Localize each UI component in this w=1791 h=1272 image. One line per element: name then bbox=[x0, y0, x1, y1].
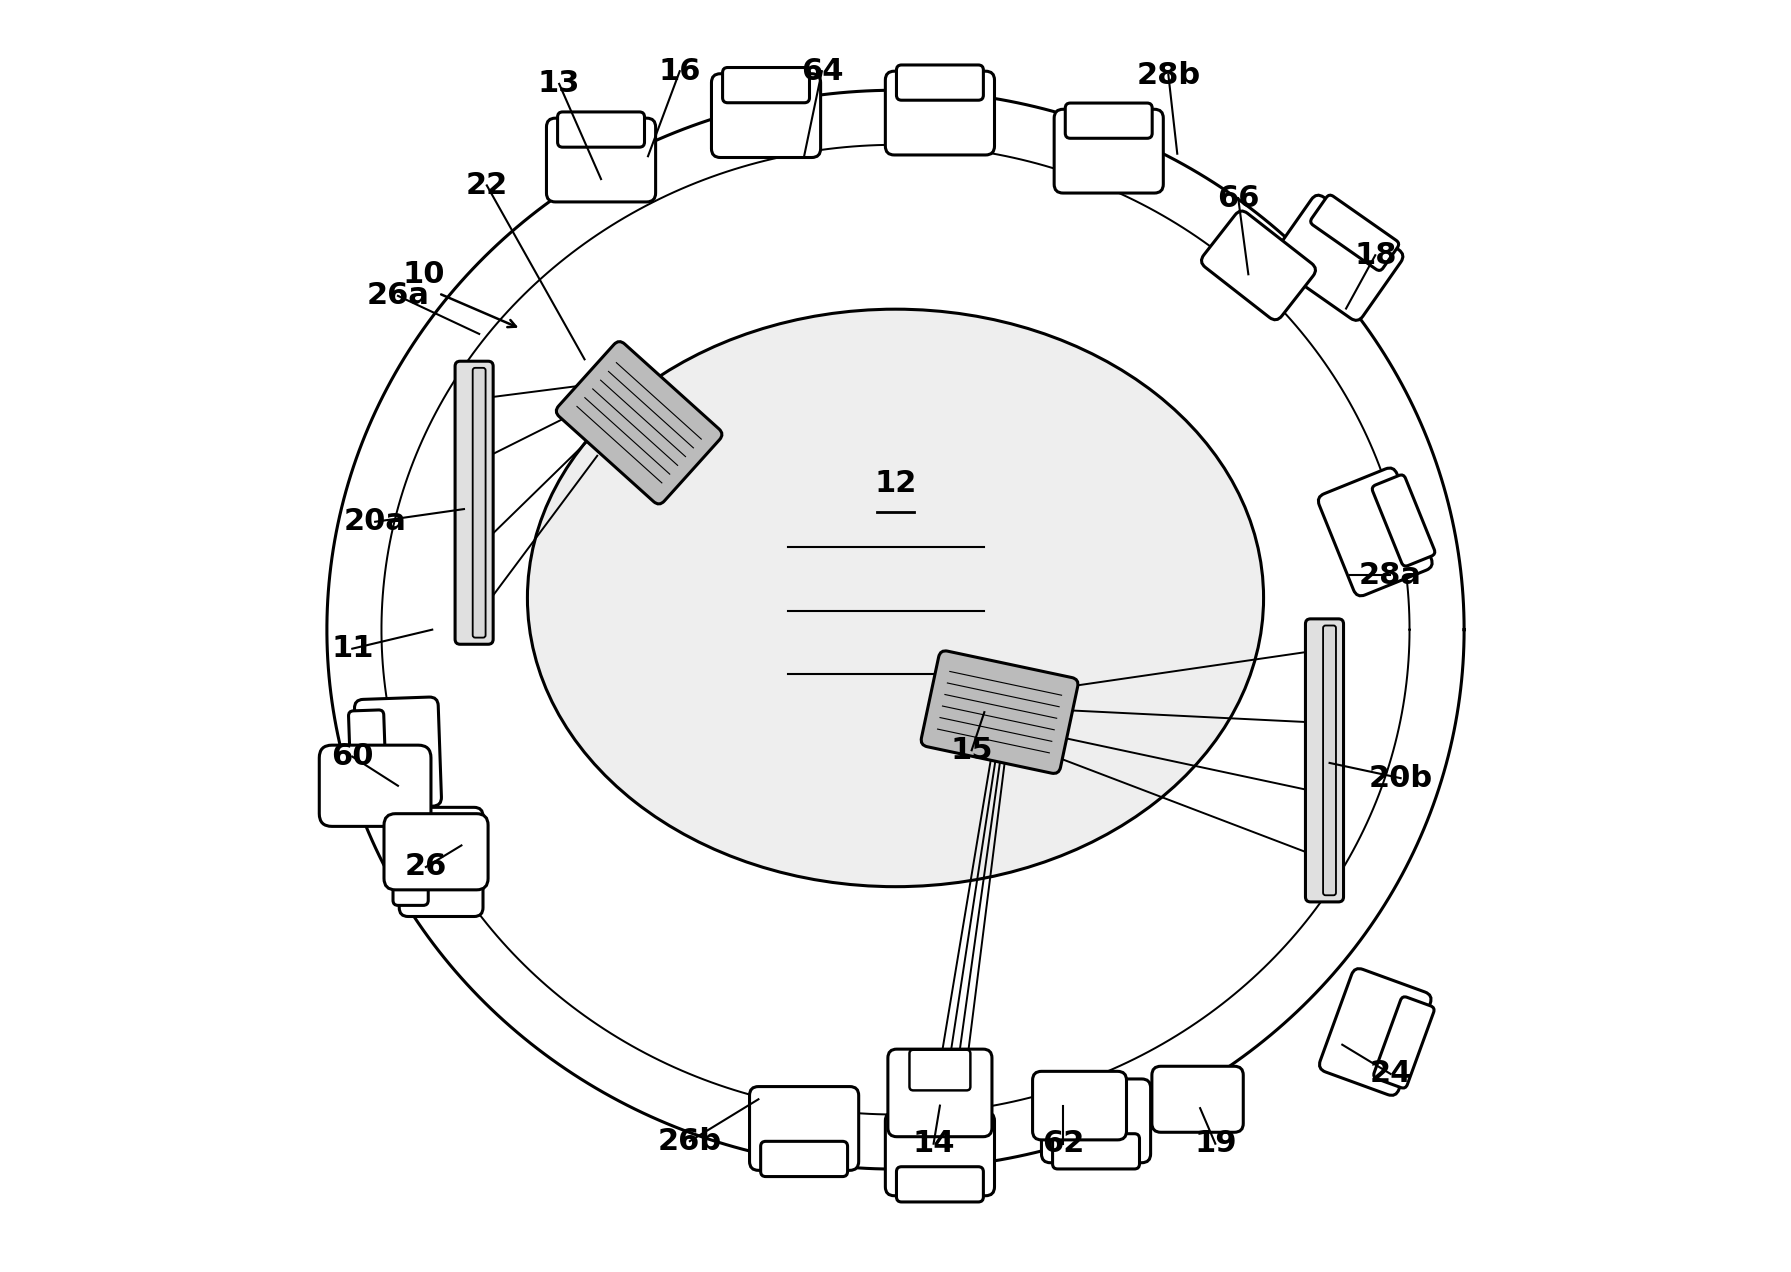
Point bbox=[571, 385, 593, 401]
FancyBboxPatch shape bbox=[1055, 109, 1164, 193]
Point bbox=[931, 687, 953, 702]
FancyBboxPatch shape bbox=[750, 1086, 858, 1170]
FancyBboxPatch shape bbox=[761, 1141, 847, 1177]
Point bbox=[686, 397, 707, 412]
Text: 24: 24 bbox=[1370, 1060, 1411, 1089]
FancyBboxPatch shape bbox=[1324, 626, 1336, 895]
FancyBboxPatch shape bbox=[1374, 997, 1435, 1088]
FancyBboxPatch shape bbox=[383, 814, 489, 890]
Text: 12: 12 bbox=[874, 469, 917, 499]
FancyBboxPatch shape bbox=[1152, 1066, 1243, 1132]
FancyBboxPatch shape bbox=[1202, 211, 1316, 319]
FancyBboxPatch shape bbox=[557, 112, 645, 148]
Point bbox=[931, 698, 953, 714]
FancyBboxPatch shape bbox=[399, 808, 484, 917]
Point bbox=[1046, 722, 1067, 738]
Point bbox=[571, 432, 593, 448]
Point bbox=[1046, 711, 1067, 726]
FancyBboxPatch shape bbox=[355, 697, 441, 809]
Line: 2 pts: 2 pts bbox=[949, 672, 1062, 696]
FancyBboxPatch shape bbox=[319, 745, 432, 827]
FancyBboxPatch shape bbox=[1306, 619, 1343, 902]
Line: 2 pts: 2 pts bbox=[940, 717, 1051, 742]
Point bbox=[686, 421, 707, 436]
Line: 2 pts: 2 pts bbox=[593, 389, 677, 466]
Point bbox=[686, 385, 707, 401]
Text: 60: 60 bbox=[331, 742, 374, 771]
FancyBboxPatch shape bbox=[473, 368, 485, 637]
FancyBboxPatch shape bbox=[546, 118, 656, 202]
Line: 2 pts: 2 pts bbox=[942, 706, 1055, 730]
Text: 22: 22 bbox=[466, 170, 509, 200]
Text: 11: 11 bbox=[331, 635, 374, 663]
Point bbox=[686, 432, 707, 448]
Point bbox=[931, 711, 953, 726]
Point bbox=[931, 722, 953, 738]
FancyBboxPatch shape bbox=[1320, 968, 1431, 1095]
Text: 28a: 28a bbox=[1359, 561, 1422, 590]
Line: 2 pts: 2 pts bbox=[947, 683, 1058, 707]
Point bbox=[571, 445, 593, 460]
FancyBboxPatch shape bbox=[910, 1049, 971, 1090]
Text: 20b: 20b bbox=[1368, 763, 1433, 792]
Text: 16: 16 bbox=[659, 57, 700, 85]
Line: 2 pts: 2 pts bbox=[609, 371, 693, 448]
FancyBboxPatch shape bbox=[1318, 468, 1433, 595]
FancyBboxPatch shape bbox=[885, 1112, 994, 1196]
Text: 15: 15 bbox=[951, 735, 992, 764]
FancyBboxPatch shape bbox=[455, 361, 493, 644]
FancyBboxPatch shape bbox=[888, 1049, 992, 1137]
FancyBboxPatch shape bbox=[921, 651, 1078, 773]
Text: 64: 64 bbox=[801, 57, 844, 85]
Text: 26: 26 bbox=[405, 852, 448, 881]
FancyBboxPatch shape bbox=[1066, 103, 1152, 139]
Point bbox=[931, 734, 953, 749]
Point bbox=[931, 675, 953, 691]
Line: 2 pts: 2 pts bbox=[577, 407, 663, 483]
Text: 20a: 20a bbox=[344, 508, 407, 537]
Text: 14: 14 bbox=[912, 1130, 955, 1159]
FancyBboxPatch shape bbox=[711, 74, 820, 158]
Text: 26a: 26a bbox=[367, 281, 430, 310]
FancyBboxPatch shape bbox=[1272, 195, 1402, 321]
FancyBboxPatch shape bbox=[722, 67, 810, 103]
FancyBboxPatch shape bbox=[557, 342, 722, 504]
Text: 26b: 26b bbox=[657, 1127, 722, 1156]
Line: 2 pts: 2 pts bbox=[616, 363, 702, 439]
FancyBboxPatch shape bbox=[1372, 474, 1435, 566]
Point bbox=[1046, 734, 1067, 749]
Point bbox=[571, 410, 593, 425]
Polygon shape bbox=[328, 90, 1463, 1169]
FancyBboxPatch shape bbox=[897, 1166, 983, 1202]
Text: 19: 19 bbox=[1195, 1130, 1236, 1159]
FancyBboxPatch shape bbox=[897, 65, 983, 100]
Line: 2 pts: 2 pts bbox=[600, 380, 686, 457]
Point bbox=[1046, 675, 1067, 691]
Text: 62: 62 bbox=[1042, 1130, 1084, 1159]
FancyBboxPatch shape bbox=[1053, 1133, 1139, 1169]
FancyBboxPatch shape bbox=[1311, 195, 1399, 271]
FancyBboxPatch shape bbox=[349, 710, 387, 798]
Point bbox=[686, 445, 707, 460]
Text: 28b: 28b bbox=[1135, 61, 1200, 89]
Text: 10: 10 bbox=[403, 259, 444, 289]
Line: 2 pts: 2 pts bbox=[937, 729, 1050, 753]
Ellipse shape bbox=[527, 309, 1264, 887]
Line: 2 pts: 2 pts bbox=[946, 695, 1057, 719]
Point bbox=[571, 397, 593, 412]
Text: 13: 13 bbox=[537, 70, 580, 98]
FancyBboxPatch shape bbox=[1041, 1079, 1150, 1163]
Point bbox=[686, 410, 707, 425]
Text: 66: 66 bbox=[1216, 183, 1259, 212]
Point bbox=[571, 421, 593, 436]
FancyBboxPatch shape bbox=[1033, 1071, 1127, 1140]
Point bbox=[1046, 698, 1067, 714]
Point bbox=[1046, 687, 1067, 702]
Text: 18: 18 bbox=[1354, 240, 1397, 270]
FancyBboxPatch shape bbox=[885, 71, 994, 155]
FancyBboxPatch shape bbox=[392, 818, 428, 906]
Line: 2 pts: 2 pts bbox=[586, 398, 670, 474]
